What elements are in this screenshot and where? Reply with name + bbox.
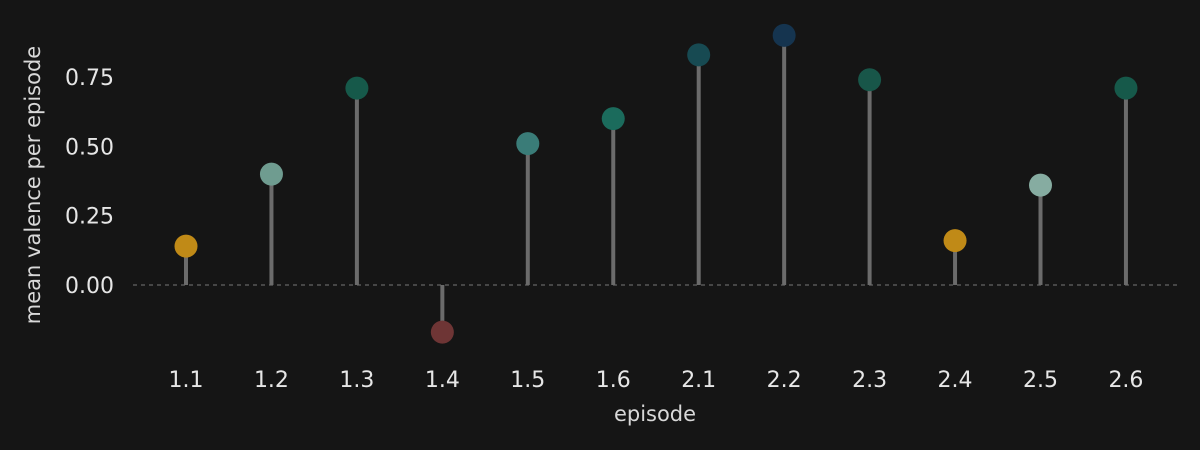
x-tick-label: 2.1 [681, 368, 716, 393]
point-1.6 [601, 107, 625, 131]
point-2.2 [772, 23, 796, 47]
x-tick-label: 1.2 [254, 368, 289, 393]
x-tick-label: 1.3 [339, 368, 374, 393]
point-1.5 [516, 132, 540, 156]
x-tick-label: 1.6 [596, 368, 631, 393]
x-tick-label: 1.4 [425, 368, 460, 393]
point-1.2 [259, 162, 283, 186]
y-tick-label: 0.75 [65, 66, 114, 91]
y-tick-label: 0.50 [65, 135, 114, 160]
y-axis-label: mean valence per episode [21, 46, 45, 324]
x-tick-label: 1.1 [169, 368, 204, 393]
stems-layer [184, 35, 1128, 333]
point-1.1 [174, 234, 198, 258]
x-tick-label: 1.5 [510, 368, 545, 393]
x-tick-label: 2.6 [1108, 368, 1143, 393]
point-2.6 [1114, 76, 1138, 100]
point-2.1 [687, 43, 711, 67]
point-1.4 [430, 320, 454, 344]
x-tick-label: 2.4 [938, 368, 973, 393]
x-axis-label: episode [614, 402, 696, 426]
point-1.3 [345, 76, 369, 100]
points-layer [174, 23, 1138, 344]
x-axis-ticks: 1.1 1.2 1.3 1.4 1.5 1.6 2.1 2.2 2.3 2.4 2.5 2.6 [169, 368, 1144, 393]
x-tick-label: 2.3 [852, 368, 887, 393]
y-axis-ticks: 0.00 0.25 0.50 0.75 [65, 66, 114, 299]
y-tick-label: 0.00 [65, 274, 114, 299]
x-tick-label: 2.5 [1023, 368, 1058, 393]
point-2.5 [1029, 173, 1052, 197]
point-2.3 [858, 68, 882, 92]
x-tick-label: 2.2 [767, 368, 802, 393]
point-2.4 [943, 229, 967, 253]
y-tick-label: 0.25 [65, 205, 114, 230]
